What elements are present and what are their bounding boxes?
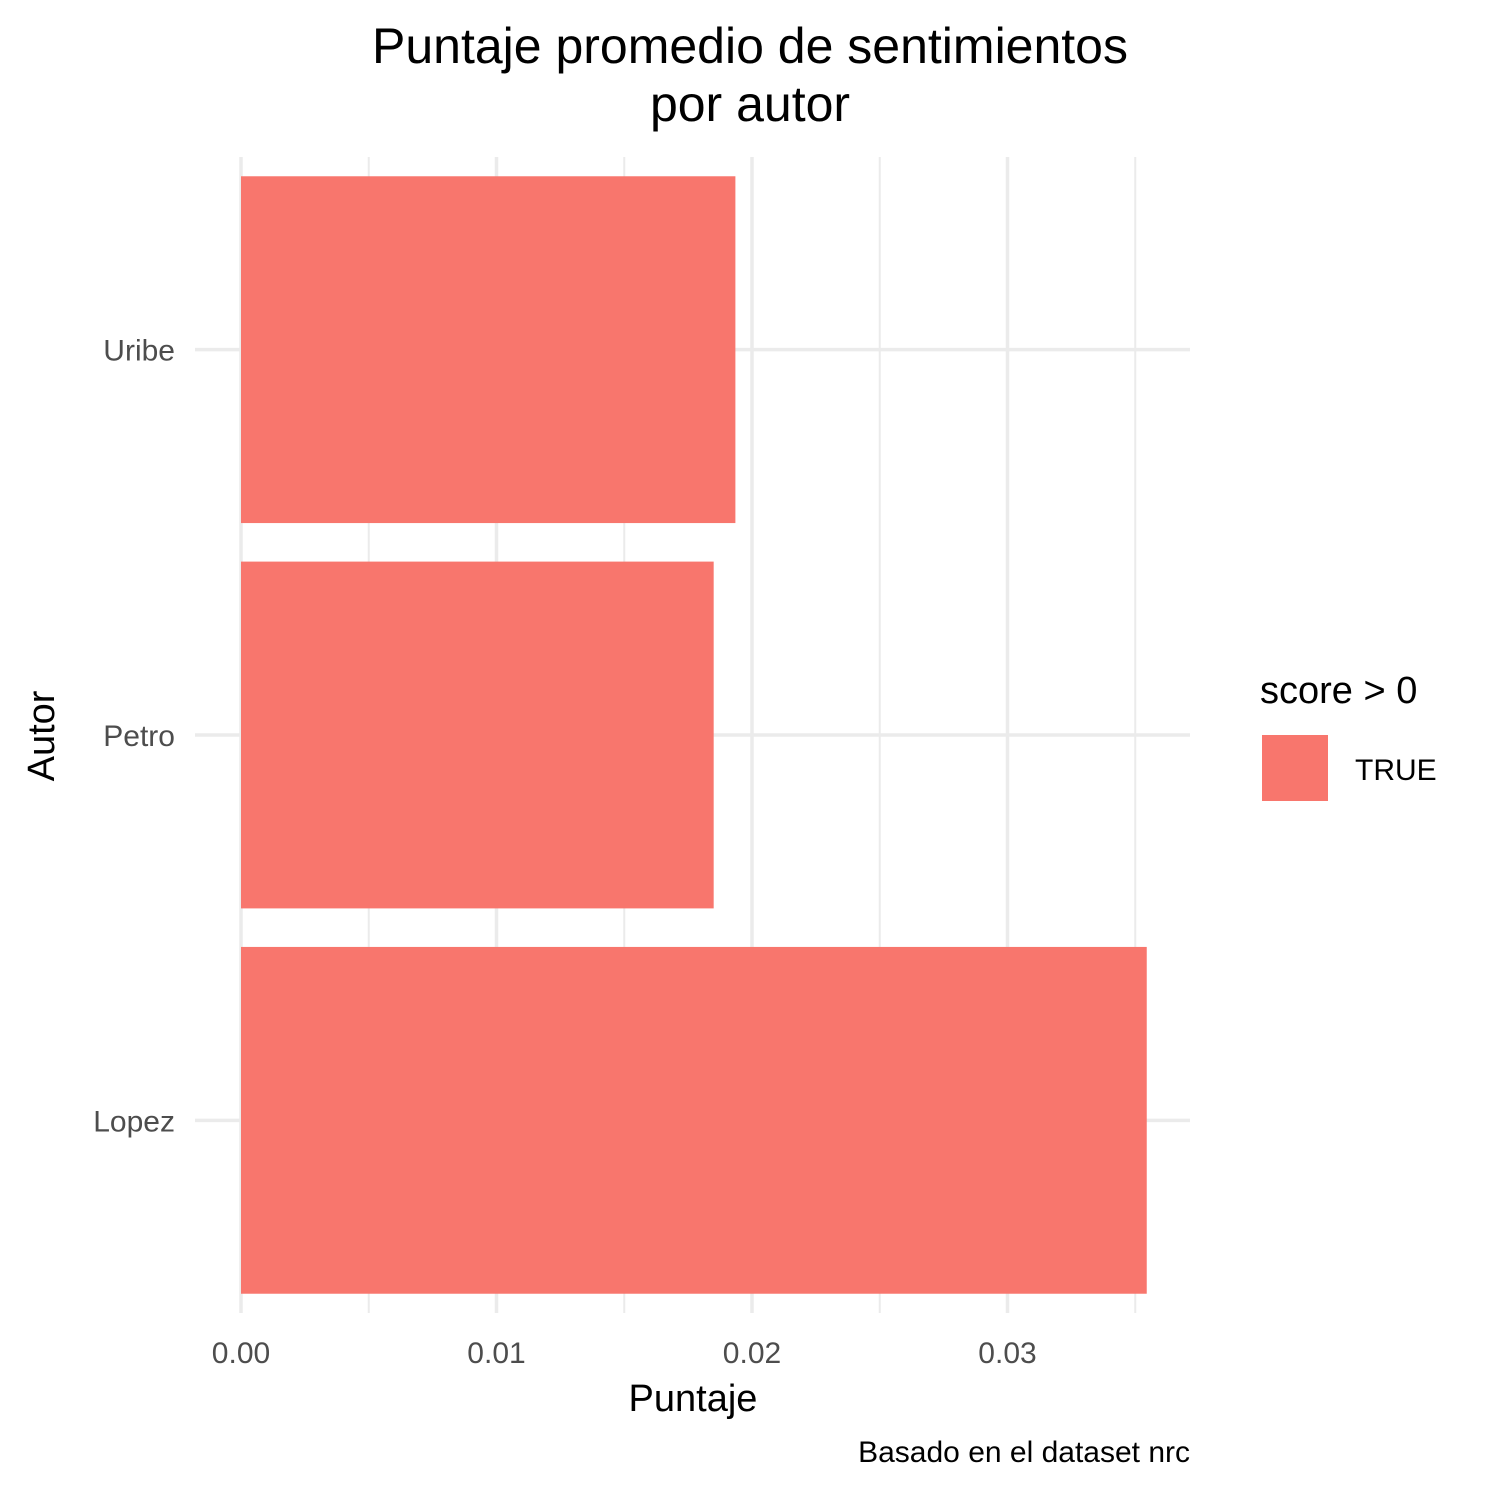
y-tick-label-uribe: Uribe	[103, 335, 175, 368]
x-axis-title: Puntaje	[629, 1378, 758, 1420]
x-tick-label: 0.00	[212, 1337, 270, 1370]
y-tick-label-petro: Petro	[103, 720, 175, 753]
bars	[241, 176, 1147, 1294]
bar-uribe	[241, 176, 736, 524]
chart-caption: Basado en el dataset nrc	[858, 1436, 1190, 1469]
chart-title-line-2: por autor	[650, 76, 850, 132]
legend-key-true	[1262, 735, 1328, 801]
y-axis-title: Autor	[21, 690, 63, 781]
y-tick-label-lopez: Lopez	[93, 1105, 175, 1138]
chart-title-line-1: Puntaje promedio de sentimientos	[372, 18, 1128, 74]
x-tick-label: 0.03	[978, 1337, 1036, 1370]
legend: score > 0 TRUE	[1260, 670, 1437, 801]
bar-lopez	[241, 946, 1147, 1294]
bar-petro	[241, 561, 714, 909]
legend-label-true: TRUE	[1355, 754, 1437, 787]
x-tick-labels: 0.00 0.01 0.02 0.03	[212, 1337, 1037, 1370]
x-tick-label: 0.01	[467, 1337, 525, 1370]
legend-title: score > 0	[1260, 670, 1417, 712]
x-tick-label: 0.02	[723, 1337, 781, 1370]
y-tick-labels: Uribe Petro Lopez	[93, 335, 175, 1139]
